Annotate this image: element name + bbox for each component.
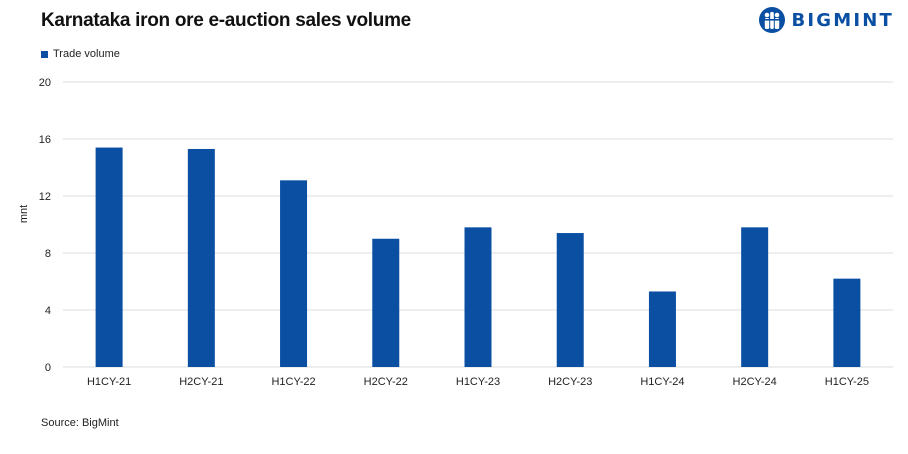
bigmint-logo: BIGMINT (758, 6, 894, 34)
bigmint-people-icon (759, 7, 786, 33)
x-tick-label: H2CY-21 (179, 376, 223, 388)
logo-text: BIGMINT (791, 9, 894, 31)
legend-swatch (41, 50, 48, 58)
x-tick-label: H2CY-24 (733, 376, 777, 388)
x-tick-label: H1CY-24 (640, 376, 684, 388)
x-tick-label: H2CY-22 (364, 376, 408, 388)
x-tick-label: H1CY-21 (87, 376, 131, 388)
bar-h1cy-23 (464, 227, 492, 367)
bars (95, 147, 861, 367)
bar-h1cy-24 (648, 291, 676, 367)
y-tick-label: 12 (39, 191, 51, 203)
chart-title: Karnataka iron ore e-auction sales volum… (41, 10, 411, 31)
bar-h2cy-23 (556, 233, 584, 367)
bar-h1cy-21 (95, 147, 123, 367)
bar-h2cy-24 (741, 227, 769, 367)
bar-h1cy-22 (280, 180, 308, 367)
x-axis-ticks: H1CY-21 H2CY-21 H1CY-22 H2CY-22 H1CY-23 H2CY-… (87, 376, 869, 388)
x-tick-label: H1CY-25 (825, 376, 869, 388)
y-tick-label: 0 (45, 362, 51, 374)
legend-label: Trade volume (53, 48, 120, 60)
y-axis-label: mnt (18, 205, 30, 223)
x-tick-label: H2CY-23 (548, 376, 592, 388)
x-tick-label: H1CY-22 (271, 376, 315, 388)
y-axis-ticks: 0 4 8 12 16 20 (39, 77, 51, 374)
bar-h2cy-21 (187, 148, 215, 367)
legend: Trade volume (41, 48, 120, 60)
y-tick-label: 4 (45, 305, 51, 317)
x-tick-label: H1CY-23 (456, 376, 500, 388)
y-tick-label: 16 (39, 134, 51, 146)
source-note: Source: BigMint (41, 417, 119, 429)
y-tick-label: 8 (45, 248, 51, 260)
bar-h2cy-22 (372, 238, 400, 367)
bar-h1cy-25 (833, 278, 861, 367)
y-tick-label: 20 (39, 77, 51, 89)
